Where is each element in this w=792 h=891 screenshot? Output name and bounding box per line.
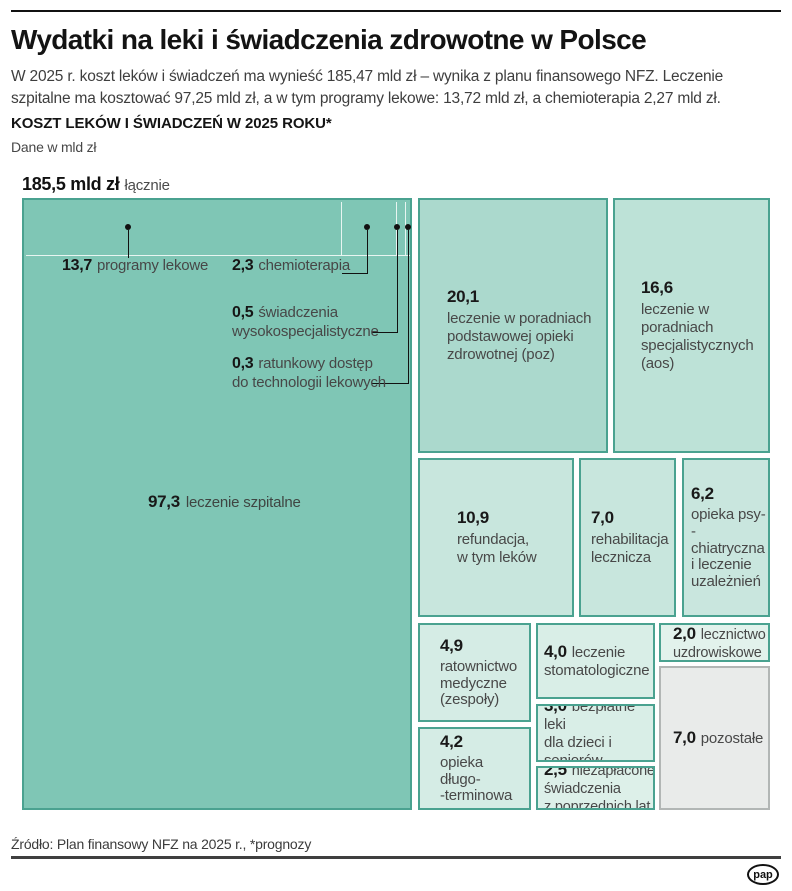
callout-wysokospecjalistyczne: 0,5 świadczenia wysokospecjalistyczne <box>232 303 379 341</box>
callout-line-1 <box>128 230 129 258</box>
treemap-chart: 13,7 programy lekowe 2,3 chemioterapia 0,5… <box>22 198 770 810</box>
treemap-block-rehabilitacja: 7,0 rehabilitacja lecznicza <box>579 458 676 617</box>
strip-divider-vertical-1 <box>341 202 342 255</box>
treemap-block-lecznictwo-uzdrowiskowe: 2,0 lecznictwo uzdrowiskowe <box>659 623 770 662</box>
block-label: leczenie w poradniach podstawowej opieki… <box>447 310 592 363</box>
top-divider <box>11 10 781 12</box>
block-value: 16,6 <box>641 278 673 297</box>
treemap-block-ratownictwo: 4,9 ratownictwo medyczne (zespoły) <box>418 623 531 722</box>
block-value: 2,5 <box>544 766 567 779</box>
block-label: opieka psy- -chiatryczna i leczenie uzal… <box>691 506 766 591</box>
callout-dot-programy-lekowe <box>125 224 131 230</box>
treemap-block-aos: 16,6 leczenie w poradniach specjalistycz… <box>613 198 770 453</box>
treemap-block-bezplatne-leki: 3,0 bezpłatne leki dla dzieci i seniorów <box>536 704 655 762</box>
callout-line-2h <box>342 273 368 274</box>
callout-value: 0,5 <box>232 304 254 321</box>
main-block-text: leczenie szpitalne <box>185 494 301 511</box>
main-block-label: 97,3 leczenie szpitalne <box>148 492 301 512</box>
treemap-block-opieka-dlugoterminowa: 4,2 opieka długo- -terminowa <box>418 727 531 810</box>
bottom-divider <box>11 856 781 859</box>
callout-line-2v <box>367 230 368 273</box>
callout-chemioterapia: 2,3 chemioterapia <box>232 256 350 275</box>
callout-value: 13,7 <box>62 257 92 274</box>
callout-value: 0,3 <box>232 355 254 372</box>
treemap-block-pozostale: 7,0 pozostałe <box>659 666 770 810</box>
block-label: leczenie stomatologiczne <box>544 644 650 679</box>
block-value: 7,0 <box>591 508 614 527</box>
total-line: 185,5 mld zł łącznie <box>22 174 170 195</box>
pap-logo-icon: pap <box>747 864 779 885</box>
unit-note: Dane w mld zł <box>11 139 97 155</box>
block-label: leczenie w poradniach specjalistycznych … <box>641 301 754 372</box>
callout-dot-wysokospecjalistyczne <box>394 224 400 230</box>
treemap-block-stomatologia: 4,0 leczenie stomatologiczne <box>536 623 655 699</box>
total-suffix: łącznie <box>124 177 170 194</box>
callout-line-4v <box>408 230 409 384</box>
callout-line-3h <box>372 332 398 333</box>
callout-label: programy lekowe <box>96 257 209 274</box>
treemap-block-leczenie-szpitalne <box>22 198 412 810</box>
block-label: lecznictwo uzdrowiskowe <box>673 626 766 661</box>
strip-divider-horizontal <box>26 255 410 256</box>
block-label: rehabilitacja lecznicza <box>591 531 669 566</box>
intro-text: W 2025 r. koszt leków i świadczeń ma wyn… <box>11 68 724 107</box>
total-value: 185,5 mld zł <box>22 174 120 194</box>
block-value: 4,9 <box>440 635 463 655</box>
block-value: 2,0 <box>673 623 696 643</box>
treemap-block-psychiatria: 6,2 opieka psy- -chiatryczna i leczenie … <box>682 458 770 617</box>
callout-line-3v <box>397 230 398 333</box>
treemap-block-niezaplacone-swiadczenia: 2,5 niezapłacone świadczenia z poprzednic… <box>536 766 655 810</box>
callout-dot-chemioterapia <box>364 224 370 230</box>
block-value: 6,2 <box>691 484 714 503</box>
callout-line-4h <box>372 383 409 384</box>
block-value: 4,2 <box>440 731 463 751</box>
callout-label: ratunkowy dostęp do technologii lekowych <box>232 355 386 391</box>
treemap-block-refundacja: 10,9 refundacja, w tym leków <box>418 458 574 617</box>
callout-programy-lekowe: 13,7 programy lekowe <box>62 256 208 275</box>
block-value: 7,0 <box>673 728 696 747</box>
block-label: refundacja, w tym leków <box>457 531 537 566</box>
block-label: opieka długo- -terminowa <box>440 753 513 805</box>
source-note: Źródło: Plan finansowy NFZ na 2025 r., *… <box>11 836 312 852</box>
callout-label: świadczenia wysokospecjalistyczne <box>232 304 379 340</box>
block-value: 4,0 <box>544 642 567 661</box>
callout-ratunkowy-dostep: 0,3 ratunkowy dostęp do technologii lekow… <box>232 354 386 392</box>
block-label: pozostałe <box>700 730 764 747</box>
block-value: 10,9 <box>457 508 489 527</box>
block-label: niezapłacone świadczenia z poprzednich l… <box>544 766 655 810</box>
main-block-value: 97,3 <box>148 492 180 511</box>
callout-dot-ratunkowy-dostep <box>405 224 411 230</box>
block-value: 20,1 <box>447 287 479 306</box>
callout-label: chemioterapia <box>258 257 350 274</box>
callout-value: 2,3 <box>232 257 254 274</box>
block-value: 3,0 <box>544 704 567 715</box>
treemap-block-poz: 20,1 leczenie w poradniach podstawowej o… <box>418 198 608 453</box>
block-label: ratownictwo medyczne (zespoły) <box>440 657 517 709</box>
page-title: Wydatki na leki i świadczenia zdrowotne … <box>11 24 647 55</box>
block-label: bezpłatne leki dla dzieci i seniorów <box>544 704 635 762</box>
chart-section-title: KOSZT LEKÓW I ŚWIADCZEŃ W 2025 ROKU* <box>11 115 332 132</box>
